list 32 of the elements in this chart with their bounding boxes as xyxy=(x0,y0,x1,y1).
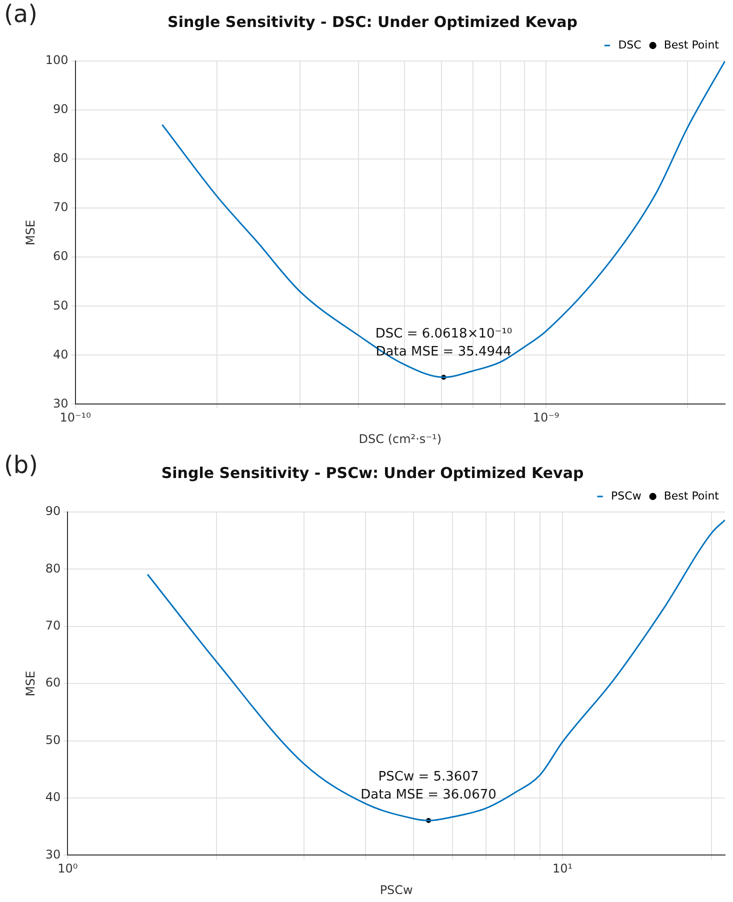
y-axis-title: MSE xyxy=(23,670,38,696)
y-tick-label: 70 xyxy=(45,618,61,633)
y-tick-label: 60 xyxy=(45,676,61,690)
x-tick-label: 10¹ xyxy=(552,862,573,876)
chart-title: Single Sensitivity - DSC: Under Optimized Kevap xyxy=(168,12,578,31)
legend-label: Best Point xyxy=(664,38,720,52)
annotation: PSCw = 5.3607 Data MSE = 36.0670 xyxy=(360,769,496,802)
y-tick-label: 40 xyxy=(53,347,68,362)
chart-title: Single Sensitivity - PSCw: Under Optimized Kevap xyxy=(161,464,584,482)
y-tick-label: 40 xyxy=(45,790,61,804)
y-tick-label: 100 xyxy=(45,53,68,68)
x-axis-title: PSCw xyxy=(380,882,414,897)
y-axis-title: MSE xyxy=(23,220,38,246)
y-tick-label: 30 xyxy=(53,396,68,410)
y-tick-label: 50 xyxy=(53,298,68,312)
y-tick-label: 80 xyxy=(45,561,61,576)
x-tick-label: 10⁻⁹ xyxy=(532,410,560,425)
legend-label: Best Point xyxy=(664,489,720,502)
x-axis-title: DSC (cm²·s⁻¹) xyxy=(358,432,442,446)
y-tick-label: 90 xyxy=(45,504,61,518)
text: (b) xyxy=(4,451,38,480)
y-tick-label: 30 xyxy=(45,847,61,862)
y-tick-label: 90 xyxy=(53,102,68,116)
y-tick-label: 50 xyxy=(45,732,61,747)
y-tick-label: 80 xyxy=(53,151,68,166)
x-tick-label: 10⁰ xyxy=(58,862,78,876)
text: (a) xyxy=(4,0,38,28)
y-tick-label: 70 xyxy=(53,200,68,214)
legend-label: DSC xyxy=(618,38,642,52)
legend-label: PSCw xyxy=(611,489,642,502)
y-tick-label: 60 xyxy=(53,249,68,264)
x-tick-label: 10⁻¹⁰ xyxy=(60,410,92,425)
